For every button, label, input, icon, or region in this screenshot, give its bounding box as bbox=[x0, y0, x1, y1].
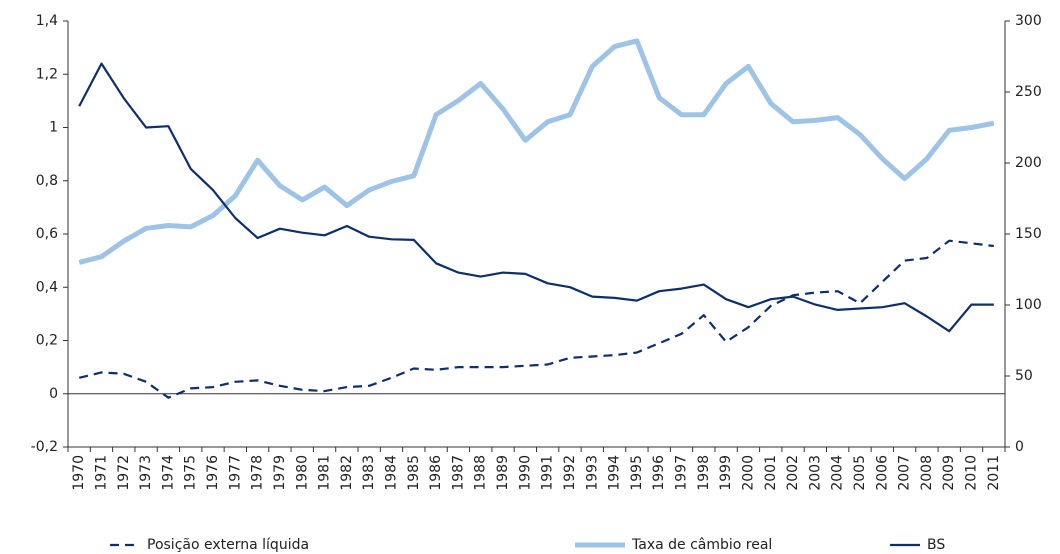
legend-label: Taxa de câmbio real bbox=[631, 537, 772, 553]
y2-tick-label: 200 bbox=[1015, 155, 1042, 171]
x-tick-label: 2003 bbox=[807, 455, 823, 491]
x-tick-label: 1975 bbox=[183, 455, 199, 491]
y-tick-label: 1,2 bbox=[36, 66, 58, 82]
x-tick-label: 1979 bbox=[272, 455, 288, 491]
y-tick-label: -0,2 bbox=[31, 439, 58, 455]
x-tick-label: 1989 bbox=[495, 455, 511, 491]
x-tick-label: 1993 bbox=[584, 455, 600, 491]
y2-tick-label: 50 bbox=[1015, 368, 1033, 384]
y-tick-label: 1,4 bbox=[36, 13, 58, 29]
x-tick-label: 1987 bbox=[450, 455, 466, 491]
x-tick-label: 1972 bbox=[116, 455, 132, 491]
x-tick-label: 1974 bbox=[160, 455, 176, 491]
x-tick-label: 2011 bbox=[986, 455, 1002, 491]
series-line bbox=[78, 38, 995, 265]
x-tick-label: 2009 bbox=[941, 455, 957, 491]
x-tick-label: 1992 bbox=[562, 455, 578, 491]
x-tick-label: 1998 bbox=[696, 455, 712, 491]
x-tick-label: 2002 bbox=[785, 455, 801, 491]
y-tick-label: 0,4 bbox=[36, 279, 58, 295]
y-tick-label: 0 bbox=[49, 386, 58, 402]
x-tick-label: 1976 bbox=[205, 455, 221, 491]
x-tick-label: 1983 bbox=[361, 455, 377, 491]
x-tick-label: 1988 bbox=[473, 455, 489, 491]
x-tick-label: 1997 bbox=[674, 455, 690, 491]
x-tick-label: 1973 bbox=[138, 455, 154, 491]
y-tick-label: 0,6 bbox=[36, 226, 58, 242]
x-tick-label: 2008 bbox=[919, 455, 935, 491]
x-tick-label: 1971 bbox=[93, 455, 109, 491]
x-tick-label: 2006 bbox=[874, 455, 890, 491]
y2-tick-label: 150 bbox=[1015, 226, 1042, 242]
x-tick-label: 2000 bbox=[740, 455, 756, 491]
y2-tick-label: 300 bbox=[1015, 13, 1042, 29]
x-tick-label: 1982 bbox=[339, 455, 355, 491]
x-tick-label: 2010 bbox=[964, 455, 980, 491]
x-tick-label: 1999 bbox=[718, 455, 734, 491]
x-tick-label: 1977 bbox=[227, 455, 243, 491]
y-tick-label: 0,8 bbox=[36, 173, 58, 189]
x-tick-label: 1994 bbox=[607, 455, 623, 491]
series-line bbox=[78, 62, 994, 333]
x-tick-label: 2004 bbox=[830, 455, 846, 491]
x-tick-label: 1985 bbox=[406, 455, 422, 491]
x-tick-label: 1984 bbox=[383, 455, 399, 491]
x-tick-label: 2005 bbox=[852, 455, 868, 491]
x-tick-label: 1980 bbox=[294, 455, 310, 491]
y-tick-label: 1 bbox=[49, 120, 58, 136]
x-tick-label: 1986 bbox=[428, 455, 444, 491]
legend-label: Posição externa líquida bbox=[147, 537, 309, 553]
x-tick-label: 1990 bbox=[517, 455, 533, 491]
legend-label: BS bbox=[927, 537, 945, 553]
x-tick-label: 2007 bbox=[897, 455, 913, 491]
x-tick-label: 1981 bbox=[317, 455, 333, 491]
y2-tick-label: 250 bbox=[1015, 84, 1042, 100]
x-tick-label: 1995 bbox=[629, 455, 645, 491]
y2-tick-label: 100 bbox=[1015, 297, 1042, 313]
x-tick-label: 1991 bbox=[540, 455, 556, 491]
x-tick-label: 1970 bbox=[71, 455, 87, 491]
y2-tick-label: 0 bbox=[1015, 439, 1024, 455]
y-tick-label: 0,2 bbox=[36, 333, 58, 349]
series-line bbox=[78, 239, 994, 399]
x-tick-label: 1978 bbox=[250, 455, 266, 491]
x-tick-label: 1996 bbox=[651, 455, 667, 491]
x-tick-label: 2001 bbox=[763, 455, 779, 491]
